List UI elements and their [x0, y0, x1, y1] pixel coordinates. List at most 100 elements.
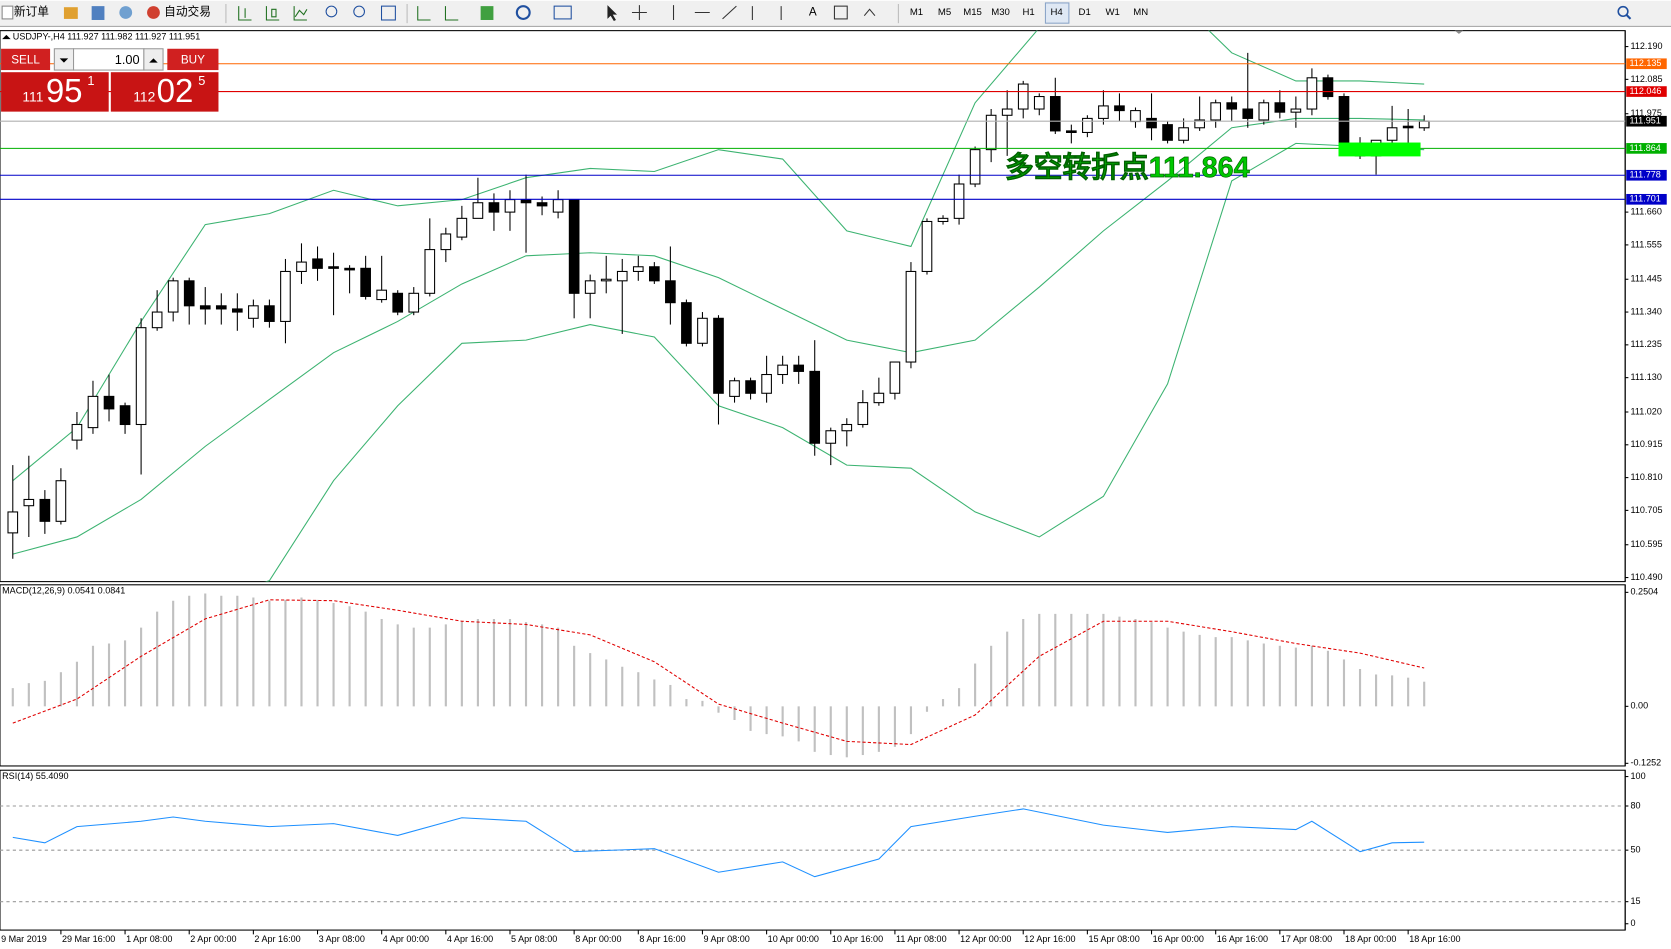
zoom-in[interactable] [325, 5, 338, 18]
label-tool[interactable] [833, 5, 848, 20]
new-order-icon[interactable] [1, 5, 14, 20]
price-tag-label: 111.951 [1629, 116, 1660, 126]
price-tag [1626, 86, 1667, 97]
ask-main[interactable]: 02 [157, 72, 194, 109]
candle-body [632, 266, 644, 272]
candle-body [1114, 105, 1125, 112]
toolbar-icon[interactable] [119, 6, 133, 19]
timeframe-button[interactable]: M30 [991, 7, 1010, 18]
price-tag-label: 112.046 [1629, 86, 1661, 96]
auto-trading-icon[interactable] [147, 6, 160, 19]
tile-windows[interactable] [380, 5, 396, 21]
candle-body [809, 370, 821, 444]
ask-sup[interactable]: 5 [198, 73, 205, 88]
candle-chart-tool[interactable] [265, 6, 280, 21]
candle-body [264, 305, 275, 322]
y-tick-label: 110.705 [1631, 505, 1663, 515]
sell-button[interactable] [1, 48, 51, 71]
y-tick-label: -0.1252 [1631, 758, 1662, 768]
bid-sup[interactable]: 1 [87, 73, 94, 88]
bid-main[interactable]: 95 [46, 72, 83, 109]
panel-title: RSI(14) 55.4090 [2, 771, 68, 781]
auto-trading-button[interactable]: 自动交易 [164, 5, 211, 19]
timeframe-button[interactable]: M15 [963, 7, 982, 18]
line-chart-tool[interactable] [293, 6, 308, 21]
symbol-marker [2, 34, 11, 40]
drawing-tools[interactable] [672, 5, 782, 20]
x-tick-label: 12 Apr 00:00 [960, 934, 1011, 944]
candle-body [39, 498, 51, 522]
y-tick-label: 110.595 [1631, 539, 1663, 549]
zoom-out[interactable] [353, 5, 365, 18]
periods-button[interactable] [515, 5, 531, 20]
candle-body [1226, 102, 1238, 110]
y-tick-label: 111.130 [1631, 372, 1662, 382]
y-tick-label: 110.810 [1631, 472, 1663, 482]
toolbar-icon[interactable] [91, 6, 105, 20]
x-tick-label: 10 Apr 00:00 [768, 934, 819, 944]
x-tick-label: 3 Apr 08:00 [319, 934, 365, 944]
y-tick-label: 0 [1631, 918, 1636, 928]
candle-body [825, 430, 837, 444]
timeframe-button[interactable]: M1 [910, 7, 923, 18]
arrows-tool[interactable] [863, 8, 876, 17]
cursor-tool[interactable] [607, 5, 618, 22]
toolbar-bg [0, 0, 1671, 27]
candle-body [745, 380, 756, 394]
crosshair-tool[interactable] [631, 5, 647, 20]
timeframe-button[interactable]: H1 [1022, 7, 1034, 18]
x-tick-label: 17 Apr 08:00 [1281, 934, 1332, 944]
candle-body [344, 267, 355, 271]
candle-body [1033, 96, 1045, 110]
scroll-tools[interactable] [417, 6, 459, 21]
search-button[interactable] [1617, 5, 1629, 18]
candle-body [55, 480, 67, 522]
timeframe-button[interactable]: H4 [1051, 7, 1064, 18]
sell-label[interactable]: SELL [11, 54, 40, 67]
timeframe-button[interactable]: W1 [1105, 7, 1119, 18]
candle-body [520, 199, 532, 204]
y-tick-label: 112.085 [1631, 74, 1663, 84]
ask-box[interactable] [110, 72, 219, 112]
toolbar: 新订单 自动交易 A M1 M5 M15 M30 H1 H4 D1 W1 MN [0, 0, 1671, 27]
text-tool[interactable]: A [809, 6, 817, 19]
chart-shift-marker [1454, 30, 1464, 34]
candle-body [1274, 102, 1286, 113]
new-order-button[interactable]: 新订单 [14, 5, 49, 19]
bid-box[interactable] [1, 72, 109, 112]
toolbar-icon[interactable] [63, 7, 78, 19]
indicators-button[interactable] [480, 6, 494, 20]
candle-body [87, 395, 99, 429]
y-tick-label: 111.660 [1631, 206, 1662, 216]
x-tick-label: 29 Mar 16:00 [62, 934, 115, 944]
templates-button[interactable] [553, 5, 572, 20]
candle-body [472, 202, 484, 219]
lots-value[interactable]: 1.00 [115, 52, 140, 67]
y-tick-label: 112.190 [1631, 41, 1663, 51]
timeframe-button[interactable]: MN [1133, 7, 1148, 18]
bollinger-band [12, 117, 1425, 555]
candle-body [1178, 127, 1189, 141]
buy-button[interactable] [167, 48, 219, 71]
candle-body [649, 266, 660, 282]
candle-body [167, 280, 179, 313]
timeframe-button[interactable]: M5 [938, 7, 951, 18]
candle-body [793, 364, 805, 372]
panel-rsi [0, 805, 1626, 903]
candle-body [1146, 117, 1157, 129]
x-tick-label: 18 Apr 16:00 [1409, 934, 1460, 944]
candle-body [456, 217, 468, 238]
y-tick-label: 80 [1631, 800, 1641, 810]
panel-title: USDJPY-,H4 111.927 111.982 111.927 111.9… [13, 31, 200, 41]
candle-body [937, 217, 949, 223]
timeframe-button[interactable]: D1 [1079, 7, 1091, 18]
x-tick-label: 18 Apr 00:00 [1345, 934, 1396, 944]
bar-chart-tool[interactable] [238, 6, 252, 21]
price-tag-label: 111.864 [1629, 143, 1660, 153]
buy-label[interactable]: BUY [181, 54, 205, 67]
candle-body [552, 199, 564, 213]
bid-big[interactable]: 111 [22, 88, 43, 104]
ask-big[interactable]: 112 [133, 88, 155, 104]
